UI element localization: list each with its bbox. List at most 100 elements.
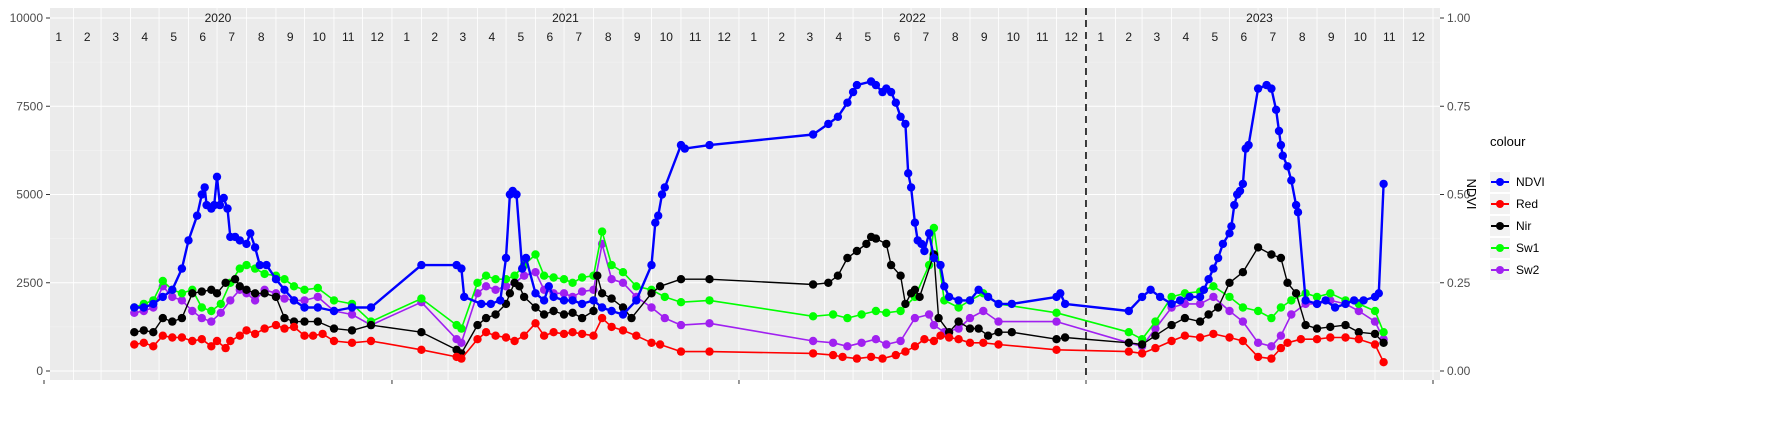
data-point-nir [491, 310, 500, 319]
data-point-ndvi [896, 112, 905, 122]
data-point-nir [235, 282, 244, 291]
data-point-sw1 [491, 275, 500, 284]
month-label: 6 [1240, 30, 1247, 44]
data-point-sw2 [843, 342, 852, 351]
data-point-nir [705, 275, 714, 284]
month-label: 6 [546, 30, 553, 44]
data-point-red [197, 335, 206, 344]
data-point-nir [1312, 324, 1322, 333]
year-label: 2020 [205, 11, 232, 25]
data-point-ndvi [501, 253, 511, 263]
data-point-nir [655, 282, 665, 291]
data-point-sw1 [1124, 328, 1134, 337]
data-point-nir [1151, 331, 1160, 340]
data-point-red [705, 347, 714, 356]
month-label: 2 [1125, 30, 1132, 44]
data-point-red [910, 342, 920, 351]
legend-dot-red [1496, 200, 1504, 208]
data-point-ndvi [954, 296, 963, 305]
data-point-sw1 [280, 275, 289, 284]
data-point-red [568, 328, 577, 337]
data-point-sw2 [1354, 306, 1364, 316]
data-point-nir [1283, 278, 1292, 287]
data-point-nir [1379, 338, 1388, 347]
data-point-ndvi [235, 236, 244, 245]
data-point-nir [647, 289, 656, 298]
data-point-sw2 [491, 285, 500, 294]
data-point-sw2 [618, 278, 628, 287]
data-point-nir [1052, 335, 1061, 344]
legend-label-nir: Nir [1516, 219, 1531, 233]
data-point-nir [366, 320, 376, 330]
data-point-sw2 [828, 338, 838, 347]
data-point-ndvi [223, 204, 232, 213]
data-point-sw1 [1151, 317, 1160, 326]
data-point-red [929, 336, 939, 346]
data-point-ndvi [1225, 229, 1234, 238]
data-point-sw1 [1276, 303, 1286, 312]
data-point-sw2 [1052, 317, 1061, 326]
data-point-ndvi [518, 264, 527, 273]
data-point-red [1225, 333, 1234, 342]
data-point-nir [313, 317, 322, 326]
data-point-red [271, 320, 281, 330]
data-point-red [177, 333, 187, 342]
data-point-ndvi [215, 200, 225, 210]
month-label: 8 [605, 30, 612, 44]
data-point-red [866, 352, 876, 362]
month-label: 7 [1269, 30, 1276, 44]
data-point-nir [505, 289, 515, 298]
data-point-sw2 [965, 313, 975, 323]
data-point-sw1 [1370, 306, 1380, 316]
data-point-ndvi [1060, 299, 1070, 309]
data-point-nir [149, 328, 158, 337]
data-point-sw2 [1195, 299, 1205, 309]
data-point-ndvi [313, 303, 322, 312]
data-point-red [318, 329, 327, 339]
data-point-sw1 [1209, 282, 1218, 291]
data-point-red [539, 331, 549, 340]
data-point-red [852, 354, 862, 363]
data-point-sw1 [871, 306, 881, 316]
month-label: 1 [1097, 30, 1104, 44]
data-point-sw1 [417, 294, 426, 303]
data-point-sw2 [808, 336, 818, 346]
data-point-red [226, 336, 235, 346]
data-point-ndvi [1291, 200, 1301, 210]
data-point-sw1 [1052, 308, 1061, 317]
data-point-nir [568, 308, 577, 317]
month-label: 12 [1412, 30, 1426, 44]
data-point-ndvi [457, 264, 466, 273]
month-label: 8 [952, 30, 959, 44]
data-point-ndvi [906, 183, 916, 192]
data-point-ndvi [559, 296, 569, 305]
data-point-ndvi [512, 190, 521, 199]
data-point-nir [280, 313, 289, 323]
data-point-nir [833, 271, 843, 280]
data-point-ndvi [936, 260, 945, 270]
data-point-ndvi [1293, 208, 1303, 217]
data-point-ndvi [149, 299, 158, 309]
data-point-sw2 [197, 313, 206, 323]
data-point-sw1 [473, 278, 482, 287]
data-point-sw2 [871, 335, 881, 344]
data-point-red [366, 336, 376, 346]
data-point-nir [1225, 278, 1234, 287]
data-point-sw1 [660, 292, 669, 302]
data-point-nir [589, 306, 598, 316]
data-point-ndvi [496, 296, 505, 305]
data-point-nir [994, 328, 1003, 337]
month-label: 7 [922, 30, 929, 44]
month-label: 10 [660, 30, 674, 44]
data-point-sw2 [924, 310, 934, 319]
data-point-nir [1326, 322, 1335, 332]
data-point-ndvi [654, 211, 663, 220]
y-axis-right: 0.00 0.25 0.50 0.75 1.00 [1440, 11, 1471, 378]
data-point-red [589, 331, 598, 340]
data-point-ndvi [1359, 296, 1368, 305]
data-point-sw1 [207, 306, 216, 316]
data-point-nir [852, 246, 862, 256]
data-point-red [260, 324, 269, 333]
data-point-sw2 [705, 319, 714, 328]
